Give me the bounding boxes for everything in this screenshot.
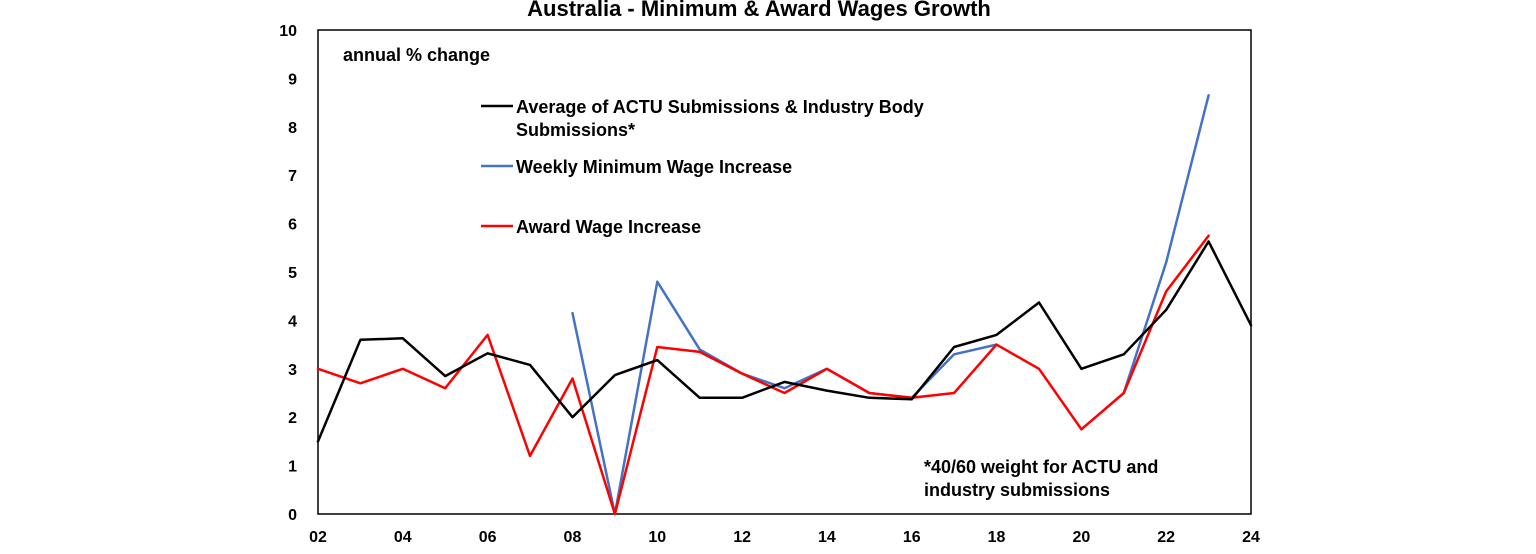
y-tick-label: 3 [288,362,297,379]
x-tick-label: 20 [1072,529,1090,546]
y-tick-label: 10 [279,23,297,40]
y-axis: 0 1 2 3 4 5 6 7 8 9 10 [279,23,297,524]
x-tick-label: 22 [1157,529,1175,546]
x-tick-label: 24 [1242,529,1260,546]
series-line-2 [316,234,1210,516]
y-tick-label: 0 [288,507,297,524]
x-tick-label: 02 [309,529,327,546]
legend-label-average: Average of ACTU Submissions & Industry B… [516,97,924,117]
x-tick-label: 14 [818,529,836,546]
x-tick-label: 04 [394,529,412,546]
legend-label-award-wage: Award Wage Increase [516,217,701,237]
x-tick-label: 16 [903,529,921,546]
y-tick-label: 2 [288,410,297,427]
plot-frame [317,29,1252,515]
y-tick-label: 7 [288,168,297,185]
footnote-line-2: industry submissions [924,480,1110,500]
legend: Average of ACTU Submissions & Industry B… [481,97,924,237]
x-tick-label: 08 [564,529,582,546]
series-lines [316,94,1253,516]
x-tick-label: 18 [988,529,1006,546]
unit-label: annual % change [343,45,490,65]
y-tick-label: 4 [288,313,297,330]
x-tick-label: 06 [479,529,497,546]
footnote-line-1: *40/60 weight for ACTU and [924,457,1158,477]
footnote: *40/60 weight for ACTU and industry subm… [924,457,1158,500]
chart-title: Australia - Minimum & Award Wages Growth [527,0,991,21]
series-line-0 [316,240,1253,443]
y-tick-label: 1 [288,459,297,476]
legend-label-average-line2: Submissions* [516,120,635,140]
x-axis: 02 04 06 08 10 12 14 16 18 20 22 24 [309,529,1260,546]
y-tick-label: 5 [288,265,297,282]
x-tick-label: 12 [733,529,751,546]
y-tick-label: 8 [288,120,297,137]
y-tick-label: 6 [288,217,297,234]
x-tick-label: 10 [648,529,666,546]
legend-label-minimum-wage: Weekly Minimum Wage Increase [516,157,792,177]
y-tick-label: 9 [288,71,297,88]
